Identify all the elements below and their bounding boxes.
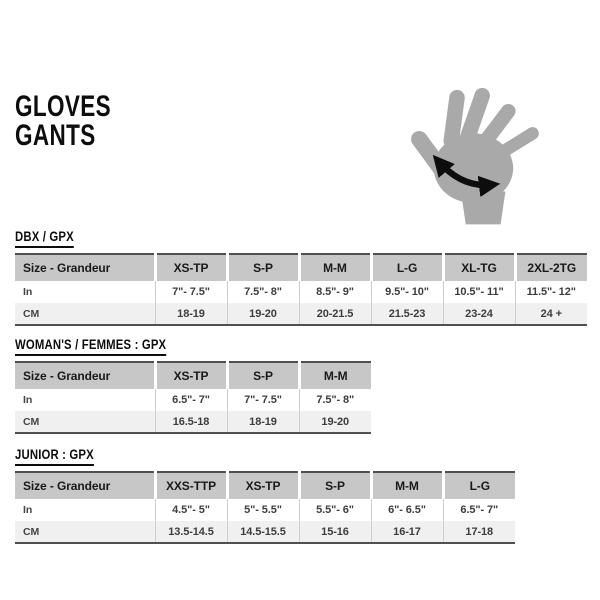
size-grandeur-column-header: Size - Grandeur [15,253,155,281]
unit-label-cell: In [23,394,33,406]
size-column-header: M-M [369,471,443,499]
page-title-french: GANTS [15,119,96,152]
page-title-english: GLOVES [15,90,112,123]
size-value-cell: 5.5"- 6" [298,499,371,521]
size-value-cell: 6.5"- 7" [154,389,227,411]
unit-label-cell: CM [15,303,155,326]
size-value-cell: 6"- 6.5" [370,499,443,521]
size-column-header: XL-TG [441,253,515,281]
size-value-cell: 11.5"- 12" [514,281,587,303]
table-body: In 4.5"- 5" 5"- 5.5" 5.5"- 6" 6"- 6.5" 6.5"- … [15,499,515,544]
size-value-cell: 23-24 [442,303,515,326]
size-value-cell: 19-20 [298,411,371,434]
size-value-cell: 7.5"- 8" [298,389,371,411]
size-column-header: L-G [441,471,515,499]
table-row-in: In 6.5"- 7" 7"- 7.5" 7.5"- 8" [15,389,371,411]
table-row-in: In 4.5"- 5" 5"- 5.5" 5.5"- 6" 6"- 6.5" 6.5"- … [15,499,515,521]
hand-measurement-illustration [403,85,573,235]
hand-with-measure-arrow-icon [411,87,539,225]
table-row-cm: CM 16.5-18 18-19 19-20 [15,411,371,434]
size-value-cell: 21.5-23 [370,303,443,326]
size-grandeur-column-header: Size - Grandeur [15,361,155,389]
unit-label-cell: CM [15,411,155,434]
size-value-cell: 7.5"- 8" [226,281,299,303]
section-title-dbx-gpx: DBX / GPX [15,229,74,248]
size-value-cell: 9.5"- 10" [370,281,443,303]
size-column-header: S-P [225,361,299,389]
header-row: Size - Grandeur XXS-TTP XS-TP S-P M-M L-G [15,471,515,499]
table-row-cm: CM 13.5-14.5 14.5-15.5 15-16 16-17 17-18 [15,521,515,544]
table-row-in: In 7"- 7.5" 7.5"- 8" 8.5"- 9" 9.5"- 10" 10.5"… [15,281,587,303]
table-header: Size - Grandeur XXS-TTP XS-TP S-P M-M L-G [15,471,515,499]
size-value-cell: 7"- 7.5" [226,389,299,411]
size-value-cell: 16.5-18 [154,411,227,434]
size-column-header: XS-TP [153,361,227,389]
size-grandeur-column-header: Size - Grandeur [15,471,155,499]
size-value-cell: 18-19 [154,303,227,326]
section-womans-gpx: WOMAN'S / FEMMES : GPX Size - Grandeur XS… [15,336,371,434]
size-column-header: XS-TP [153,253,227,281]
size-value-cell: 14.5-15.5 [226,521,299,544]
size-value-cell: 8.5"- 9" [298,281,371,303]
size-value-cell: 20-21.5 [298,303,371,326]
section-dbx-gpx: DBX / GPX Size - Grandeur XS-TP S-P M-M L-G X… [15,228,587,326]
section-title-womans-gpx: WOMAN'S / FEMMES : GPX [15,337,167,356]
size-value-cell: 4.5"- 5" [154,499,227,521]
table-body: In 6.5"- 7" 7"- 7.5" 7.5"- 8" CM 16.5-18 18-19… [15,389,371,434]
header-row: Size - Grandeur XS-TP S-P M-M [15,361,371,389]
unit-label-cell: In [23,286,33,298]
unit-label-cell: CM [15,521,155,544]
size-table-junior-gpx: Size - Grandeur XXS-TTP XS-TP S-P M-M L-G In 4… [15,471,515,544]
size-table-womans-gpx: Size - Grandeur XS-TP S-P M-M In 6.5"- 7" 7"-… [15,361,371,434]
size-value-cell: 19-20 [226,303,299,326]
size-column-header: L-G [369,253,443,281]
size-value-cell: 13.5-14.5 [154,521,227,544]
size-table-dbx-gpx: Size - Grandeur XS-TP S-P M-M L-G XL-TG 2XL-2T… [15,253,587,326]
table-body: In 7"- 7.5" 7.5"- 8" 8.5"- 9" 9.5"- 10" 10.5"… [15,281,587,326]
size-value-cell: 5"- 5.5" [226,499,299,521]
size-column-header: 2XL-2TG [513,253,587,281]
size-value-cell: 24 + [514,303,587,326]
size-column-header: S-P [297,471,371,499]
table-header: Size - Grandeur XS-TP S-P M-M L-G XL-TG 2XL-2T… [15,253,587,281]
size-value-cell: 7"- 7.5" [154,281,227,303]
size-value-cell: 16-17 [370,521,443,544]
page-title: GLOVES GANTS [15,90,143,152]
table-row-cm: CM 18-19 19-20 20-21.5 21.5-23 23-24 24 + [15,303,587,326]
size-column-header: XS-TP [225,471,299,499]
size-column-header: S-P [225,253,299,281]
size-value-cell: 18-19 [226,411,299,434]
size-value-cell: 15-16 [298,521,371,544]
size-column-header: XXS-TTP [153,471,227,499]
header-row: Size - Grandeur XS-TP S-P M-M L-G XL-TG 2XL-2T… [15,253,587,281]
size-value-cell: 10.5"- 11" [442,281,515,303]
section-title-junior-gpx: JUNIOR : GPX [15,447,94,466]
size-value-cell: 17-18 [442,521,515,544]
section-junior-gpx: JUNIOR : GPX Size - Grandeur XXS-TTP XS-TP… [15,446,515,544]
size-column-header: M-M [297,253,371,281]
size-column-header: M-M [297,361,371,389]
size-value-cell: 6.5"- 7" [442,499,515,521]
table-header: Size - Grandeur XS-TP S-P M-M [15,361,371,389]
unit-label-cell: In [23,504,33,516]
